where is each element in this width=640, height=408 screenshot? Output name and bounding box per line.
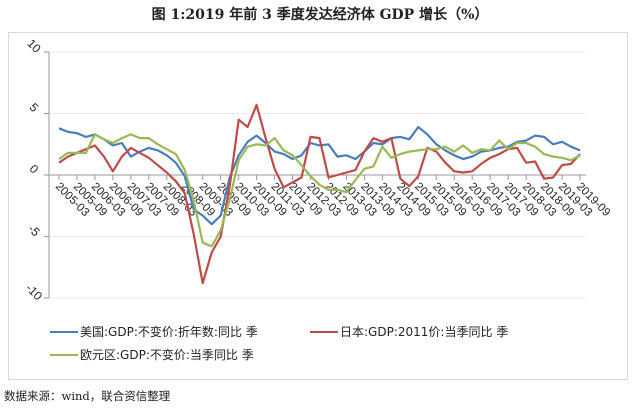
- legend-label-eurozone: 欧元区:GDP:不变价:当季同比 季: [80, 348, 254, 362]
- y-tick-label: -5: [25, 222, 43, 240]
- legend-item-us: 美国:GDP:不变价:折年数:同比 季: [50, 323, 258, 340]
- legend-item-eurozone: 欧元区:GDP:不变价:当季同比 季: [50, 346, 254, 363]
- source-note: 数据来源：wind，联合资信整理: [4, 389, 171, 403]
- legend-swatch-eurozone: [50, 353, 78, 356]
- y-tick-label: 0: [27, 162, 42, 177]
- series-line-eurozone: [58, 133, 581, 248]
- y-tick-label: 5: [27, 100, 42, 115]
- legend-swatch-us: [50, 330, 78, 333]
- series-line-japan: [58, 103, 581, 285]
- chart-title: 图 1:2019 年前 3 季度发达经济体 GDP 增长（%）: [151, 7, 489, 23]
- y-tick-label: -10: [23, 281, 45, 303]
- legend-item-japan: 日本:GDP:2011价:当季同比 季: [310, 323, 508, 340]
- legend-label-japan: 日本:GDP:2011价:当季同比 季: [340, 325, 509, 339]
- series-line-us: [58, 125, 581, 226]
- legend-swatch-japan: [310, 330, 338, 333]
- legend-label-us: 美国:GDP:不变价:折年数:同比 季: [80, 325, 258, 339]
- y-tick-label: 10: [24, 36, 44, 56]
- chart-frame: [8, 32, 628, 380]
